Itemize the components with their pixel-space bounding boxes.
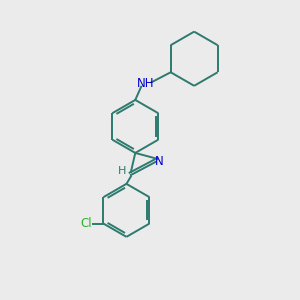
Text: H: H [118, 166, 126, 176]
Text: NH: NH [137, 77, 154, 90]
Text: N: N [154, 155, 163, 168]
Text: Cl: Cl [80, 217, 92, 230]
